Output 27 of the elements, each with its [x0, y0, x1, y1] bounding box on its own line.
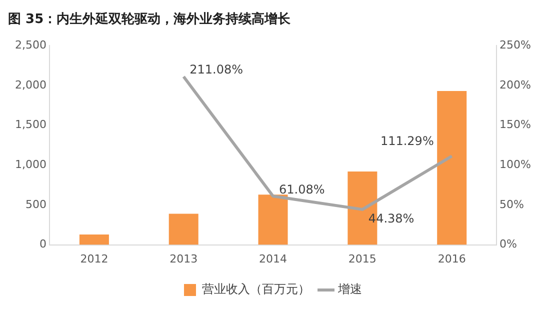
y-tick-label: 500: [25, 198, 46, 211]
legend-label: 增速: [337, 282, 362, 296]
y-tick-label: 1,500: [14, 118, 46, 132]
y2-tick-label: 250%: [500, 38, 532, 52]
chart-title: 图 35：内生外延双轮驱动，海外业务持续高增长: [8, 10, 292, 29]
y-tick-label: 2,000: [14, 78, 46, 92]
y-tick-label: 2,500: [14, 38, 46, 52]
x-tick-label: 2012: [80, 252, 108, 266]
x-tick-label: 2013: [170, 252, 198, 266]
bar: [79, 234, 109, 245]
data-label: 61.08%: [279, 182, 325, 196]
bar: [258, 194, 288, 245]
data-label: 211.08%: [190, 62, 243, 77]
x-tick-label: 2014: [259, 252, 288, 266]
y2-tick-label: 100%: [500, 158, 532, 171]
x-tick-label: 2015: [348, 252, 376, 266]
bar: [168, 214, 198, 245]
legend-label: 营业收入（百万元）: [202, 282, 310, 296]
data-label: 111.29%: [380, 134, 434, 148]
y2-tick-label: 150%: [500, 118, 532, 132]
y-tick-label: 0: [39, 238, 46, 251]
x-tick-label: 2016: [438, 252, 466, 266]
y2-tick-label: 50%: [500, 198, 524, 211]
y-tick-label: 1,000: [14, 158, 46, 171]
y2-tick-label: 0%: [500, 238, 518, 251]
bar: [437, 91, 467, 245]
y2-tick-label: 200%: [500, 78, 532, 92]
